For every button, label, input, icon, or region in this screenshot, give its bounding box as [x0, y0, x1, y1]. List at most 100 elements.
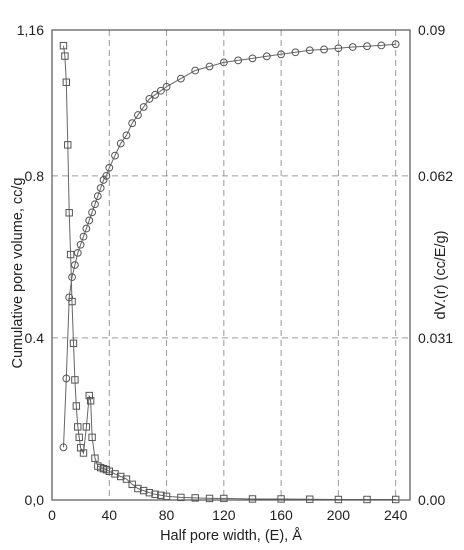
x-tick-label: 80	[159, 507, 175, 523]
y-left-tick-label: 0,0	[25, 492, 45, 508]
series-0-line	[63, 43, 396, 448]
series-1-point	[79, 449, 88, 457]
series-0-point	[96, 184, 105, 192]
series-0-point	[85, 216, 94, 225]
series-1-point	[128, 480, 136, 489]
series-0-point	[91, 200, 99, 209]
series-1-point	[220, 494, 228, 503]
y-axis-right-label: dV.(r) (cc/E/g)	[433, 231, 449, 320]
series-0-point	[82, 224, 91, 233]
series-1-point	[68, 297, 76, 306]
series-0-point	[76, 240, 85, 249]
series-1-point	[111, 470, 119, 478]
series-1-point	[117, 472, 125, 481]
series-1-point	[72, 402, 81, 410]
series-1-point	[191, 494, 199, 502]
x-tick-label: 120	[212, 507, 236, 523]
y-right-tick-label: 0.09	[418, 22, 445, 38]
series-1-point	[82, 423, 91, 431]
x-tick-label: 160	[269, 507, 293, 523]
series-0-point	[348, 43, 357, 51]
series-0-point	[145, 94, 154, 103]
series-0-point	[156, 86, 165, 95]
series-1-point	[61, 52, 69, 60]
y-right-tick-label: 0.00	[418, 492, 445, 508]
series-layer	[59, 40, 400, 504]
series-1-point	[86, 397, 95, 405]
series-0-point	[73, 248, 82, 257]
series-0-point	[71, 261, 79, 269]
series-0-point	[116, 139, 125, 148]
x-tick-label: 200	[327, 507, 351, 523]
series-0-point	[320, 45, 328, 54]
series-1-point	[62, 78, 71, 86]
series-0-point	[105, 163, 114, 172]
series-0-point	[88, 208, 96, 217]
series-0-point	[79, 232, 88, 241]
x-tick-label: 40	[101, 507, 117, 523]
series-0-point	[59, 443, 68, 452]
series-0-point	[277, 50, 286, 59]
series-0-point	[134, 111, 142, 119]
series-0-point	[162, 82, 171, 91]
series-0-point	[391, 40, 400, 49]
series-1-point	[122, 475, 131, 483]
series-0-point	[262, 52, 271, 61]
y-left-tick-label: 0.4	[25, 330, 45, 346]
series-1-point	[145, 488, 154, 497]
series-1-point	[64, 141, 72, 149]
series-0-point	[363, 42, 371, 51]
series-1-point	[65, 209, 73, 217]
series-1-point	[74, 423, 82, 431]
series-1-point	[88, 433, 96, 442]
series-1-point	[205, 494, 214, 503]
series-0-point	[68, 273, 76, 282]
series-1-point	[91, 454, 99, 462]
series-0-point	[139, 103, 148, 111]
series-1-line	[63, 45, 396, 500]
series-0-point	[234, 56, 243, 65]
series-1-point	[85, 391, 93, 400]
plot-frame	[51, 29, 411, 501]
grid-lines	[52, 30, 410, 500]
series-0-point	[191, 66, 200, 75]
series-1-point	[134, 484, 142, 493]
series-0-point	[93, 192, 102, 201]
series-1-point	[66, 250, 75, 259]
y-right-tick-label: 0.062	[418, 168, 453, 184]
series-1-point	[69, 339, 78, 348]
series-0-point	[377, 41, 386, 50]
series-1-point	[248, 495, 257, 503]
series-0-point	[111, 151, 119, 160]
series-0-point	[102, 171, 111, 180]
series-0-point	[151, 90, 160, 99]
series-0-point	[122, 131, 131, 140]
series-0-point	[219, 58, 228, 67]
series-1-point	[75, 433, 83, 442]
series-1-point	[277, 495, 285, 503]
x-tick-label: 0	[48, 507, 56, 523]
series-0-point	[291, 48, 300, 57]
series-0-point	[205, 62, 214, 71]
series-0-point	[128, 119, 137, 128]
x-axis-label: Half pore width, (E), Å	[160, 527, 302, 544]
series-1-point	[306, 495, 314, 503]
series-0-point	[248, 54, 257, 63]
y-axis-left-label: Cumulative pore volume, cc/g	[10, 178, 26, 369]
series-1-point	[71, 376, 79, 384]
series-0-point	[305, 46, 314, 55]
series-0-point	[334, 44, 343, 53]
series-1-point	[139, 486, 148, 495]
series-1-point	[105, 467, 113, 475]
series-0-point	[62, 374, 71, 383]
series-1-point	[151, 490, 159, 498]
series-1-point	[157, 491, 165, 500]
y-left-tick-label: 0.8	[25, 168, 45, 184]
y-left-tick-label: 1,16	[17, 22, 44, 38]
x-tick-label: 240	[384, 507, 408, 523]
series-1-point	[59, 41, 68, 50]
series-0-point	[176, 74, 185, 83]
tick-layer: 0 40 80 120 160 200 240 0,0 0.4 0.8 1,16 0.00 0.031 0…	[17, 22, 453, 523]
y-right-tick-label: 0.031	[418, 330, 453, 346]
